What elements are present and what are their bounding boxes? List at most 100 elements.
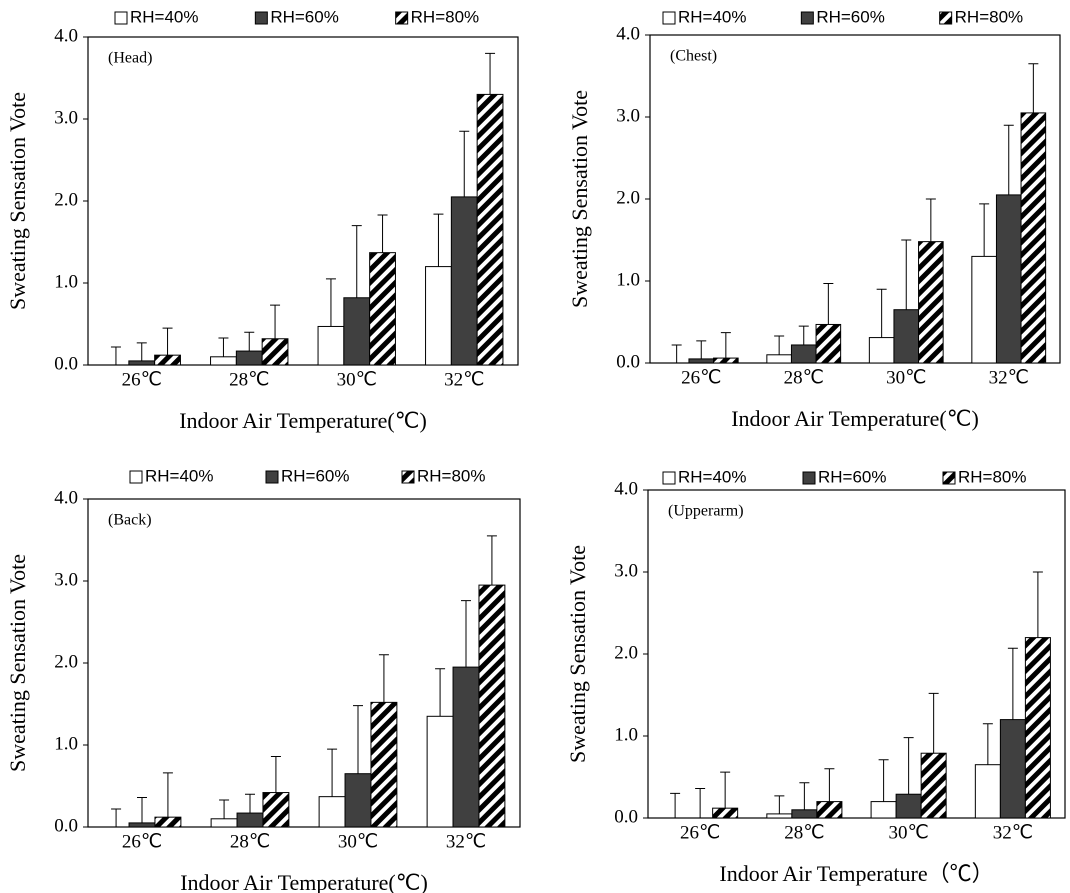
bar <box>995 194 1022 364</box>
bar <box>154 354 181 366</box>
legend-swatch <box>942 471 956 485</box>
error-bar <box>824 768 835 802</box>
error-bar <box>696 340 707 359</box>
y-tick-label: 1.0 <box>54 733 78 754</box>
legend-label: RH=40% <box>678 7 747 26</box>
legend-swatch <box>939 11 953 25</box>
annotation: (Upperarm) <box>668 503 744 520</box>
x-tick-label: 32℃ <box>446 831 486 852</box>
x-tick-label: 32℃ <box>993 822 1033 843</box>
x-axis-label: Indoor Air Temperature（℃） <box>719 861 993 886</box>
bar <box>868 337 895 364</box>
error-bar <box>1028 63 1039 113</box>
error-bar <box>110 346 121 365</box>
error-bar <box>928 692 939 754</box>
error-bar <box>111 808 122 827</box>
error-bar <box>799 782 810 810</box>
bar <box>128 360 156 366</box>
error-bar <box>774 795 785 814</box>
error-bar <box>901 239 912 310</box>
bar <box>343 297 371 366</box>
bar <box>766 813 793 819</box>
bar <box>815 323 842 364</box>
legend-swatch <box>401 470 415 484</box>
y-tick-label: 1.0 <box>616 269 640 290</box>
error-bar <box>244 331 255 352</box>
y-tick-label: 2.0 <box>614 642 638 663</box>
x-tick-label: 26℃ <box>122 369 162 390</box>
x-tick-label: 32℃ <box>444 369 484 390</box>
annotation: (Back) <box>108 512 152 529</box>
legend-swatch <box>254 11 268 25</box>
error-bar <box>876 288 887 338</box>
legend-swatch <box>662 11 676 25</box>
error-bar <box>878 759 889 802</box>
bar <box>895 793 922 819</box>
bar <box>369 252 396 366</box>
x-tick-label: 26℃ <box>681 367 721 388</box>
error-bar <box>378 654 389 703</box>
panel: 0.0 1.0 2.0 3.0 4.0 26℃ 28℃ 30℃ 32℃ RH=40% RH=60% R… <box>5 7 519 433</box>
error-bar <box>1003 124 1014 195</box>
error-bar <box>925 198 936 242</box>
bar <box>344 773 372 828</box>
x-tick-label: 26℃ <box>680 822 720 843</box>
x-tick-label: 28℃ <box>784 822 824 843</box>
x-tick-label: 28℃ <box>784 367 824 388</box>
bar <box>766 354 792 364</box>
bar <box>452 666 480 828</box>
bar <box>688 358 715 364</box>
y-tick-label: 3.0 <box>616 105 640 126</box>
bar <box>478 584 506 828</box>
bar <box>918 241 944 364</box>
error-bar <box>353 705 363 774</box>
annotation: (Chest) <box>670 48 717 65</box>
bar <box>1024 637 1051 819</box>
y-tick-label: 4.0 <box>54 487 78 508</box>
bar <box>790 344 817 364</box>
x-tick-label: 32℃ <box>989 367 1029 388</box>
y-tick-label: 3.0 <box>54 107 78 128</box>
bar <box>370 701 398 828</box>
legend-label: RH=40% <box>130 7 199 26</box>
error-bar <box>485 52 496 95</box>
error-bar <box>218 337 229 357</box>
legend-label: RH=80% <box>955 7 1024 26</box>
x-tick-label: 28℃ <box>229 369 269 390</box>
error-bar <box>270 304 281 339</box>
legend-label: RH=40% <box>678 467 747 486</box>
legend-label: RH=40% <box>145 466 214 485</box>
error-bar <box>979 203 990 257</box>
annotation: (Head) <box>108 50 152 67</box>
error-bar <box>903 737 914 795</box>
panel: 0.0 1.0 2.0 3.0 4.0 26℃ 28℃ 30℃ 32℃ RH=40% RH=60% R… <box>567 7 1061 431</box>
legend-swatch <box>129 470 143 484</box>
error-bar <box>486 535 497 586</box>
legend-swatch <box>265 470 279 484</box>
bar <box>210 818 238 828</box>
y-tick-label: 2.0 <box>616 187 640 208</box>
bar <box>318 796 346 828</box>
error-bar <box>1032 571 1043 638</box>
bar <box>262 792 290 828</box>
bar <box>425 266 452 366</box>
error-bar <box>459 130 470 197</box>
bar <box>235 350 263 366</box>
error-bar <box>162 327 173 356</box>
error-bar <box>720 332 731 359</box>
legend-label: RH=60% <box>816 7 885 26</box>
y-axis-label: Sweating Sensation Vote <box>5 554 30 772</box>
bar <box>893 309 920 364</box>
error-bar <box>433 213 444 267</box>
x-tick-label: 30℃ <box>338 831 378 852</box>
error-bar <box>137 796 147 823</box>
panel: 0.0 1.0 2.0 3.0 4.0 26℃ 28℃ 30℃ 32℃ RH=40% RH=60% R… <box>565 467 1066 886</box>
y-tick-label: 4.0 <box>54 25 78 46</box>
x-tick-label: 30℃ <box>886 367 926 388</box>
x-tick-label: 26℃ <box>122 831 162 852</box>
x-tick-label: 30℃ <box>337 369 377 390</box>
error-bar <box>270 755 281 793</box>
bar <box>816 801 843 819</box>
y-tick-label: 0.0 <box>614 806 638 827</box>
bar <box>210 356 237 366</box>
